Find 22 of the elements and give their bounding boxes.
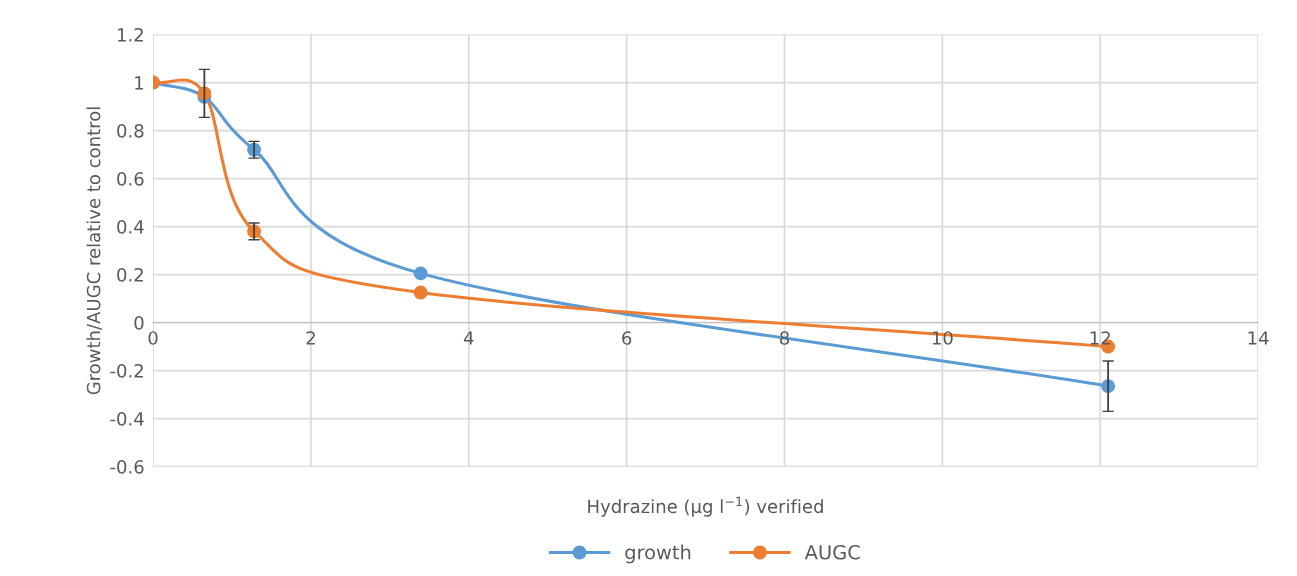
point <box>413 266 428 281</box>
y-tick-label: -0.6 <box>110 460 144 474</box>
y-tick-label: 1.2 <box>117 28 143 42</box>
x-tick-label: 0 <box>148 331 158 345</box>
x-tick-label: 2 <box>306 331 315 345</box>
y-tick-label: -0.2 <box>110 364 143 378</box>
y-tick-label: 0 <box>134 316 144 330</box>
x-tick-label: 6 <box>622 331 632 345</box>
x-tick-label: 12 <box>1090 331 1110 345</box>
y-tick-label: 0.2 <box>117 268 143 282</box>
point <box>413 285 428 300</box>
x-axis-title: Hydrazine (µg l$^{−1}$) verified <box>588 496 823 517</box>
y-tick-label: 0.4 <box>117 220 144 234</box>
legend-label: AUGC <box>804 544 860 560</box>
y-tick-label: 0.8 <box>117 124 144 138</box>
x-tick-label: 14 <box>1248 331 1269 345</box>
y-tick-label: 0.6 <box>117 172 144 186</box>
legend-label: growth <box>625 544 691 564</box>
y-tick-label: 1 <box>135 76 144 90</box>
x-tick-label: 4 <box>463 331 474 345</box>
y-tick-label: -0.4 <box>110 412 144 426</box>
y-axis-title: Growth/AUGC relative to control <box>86 107 102 395</box>
